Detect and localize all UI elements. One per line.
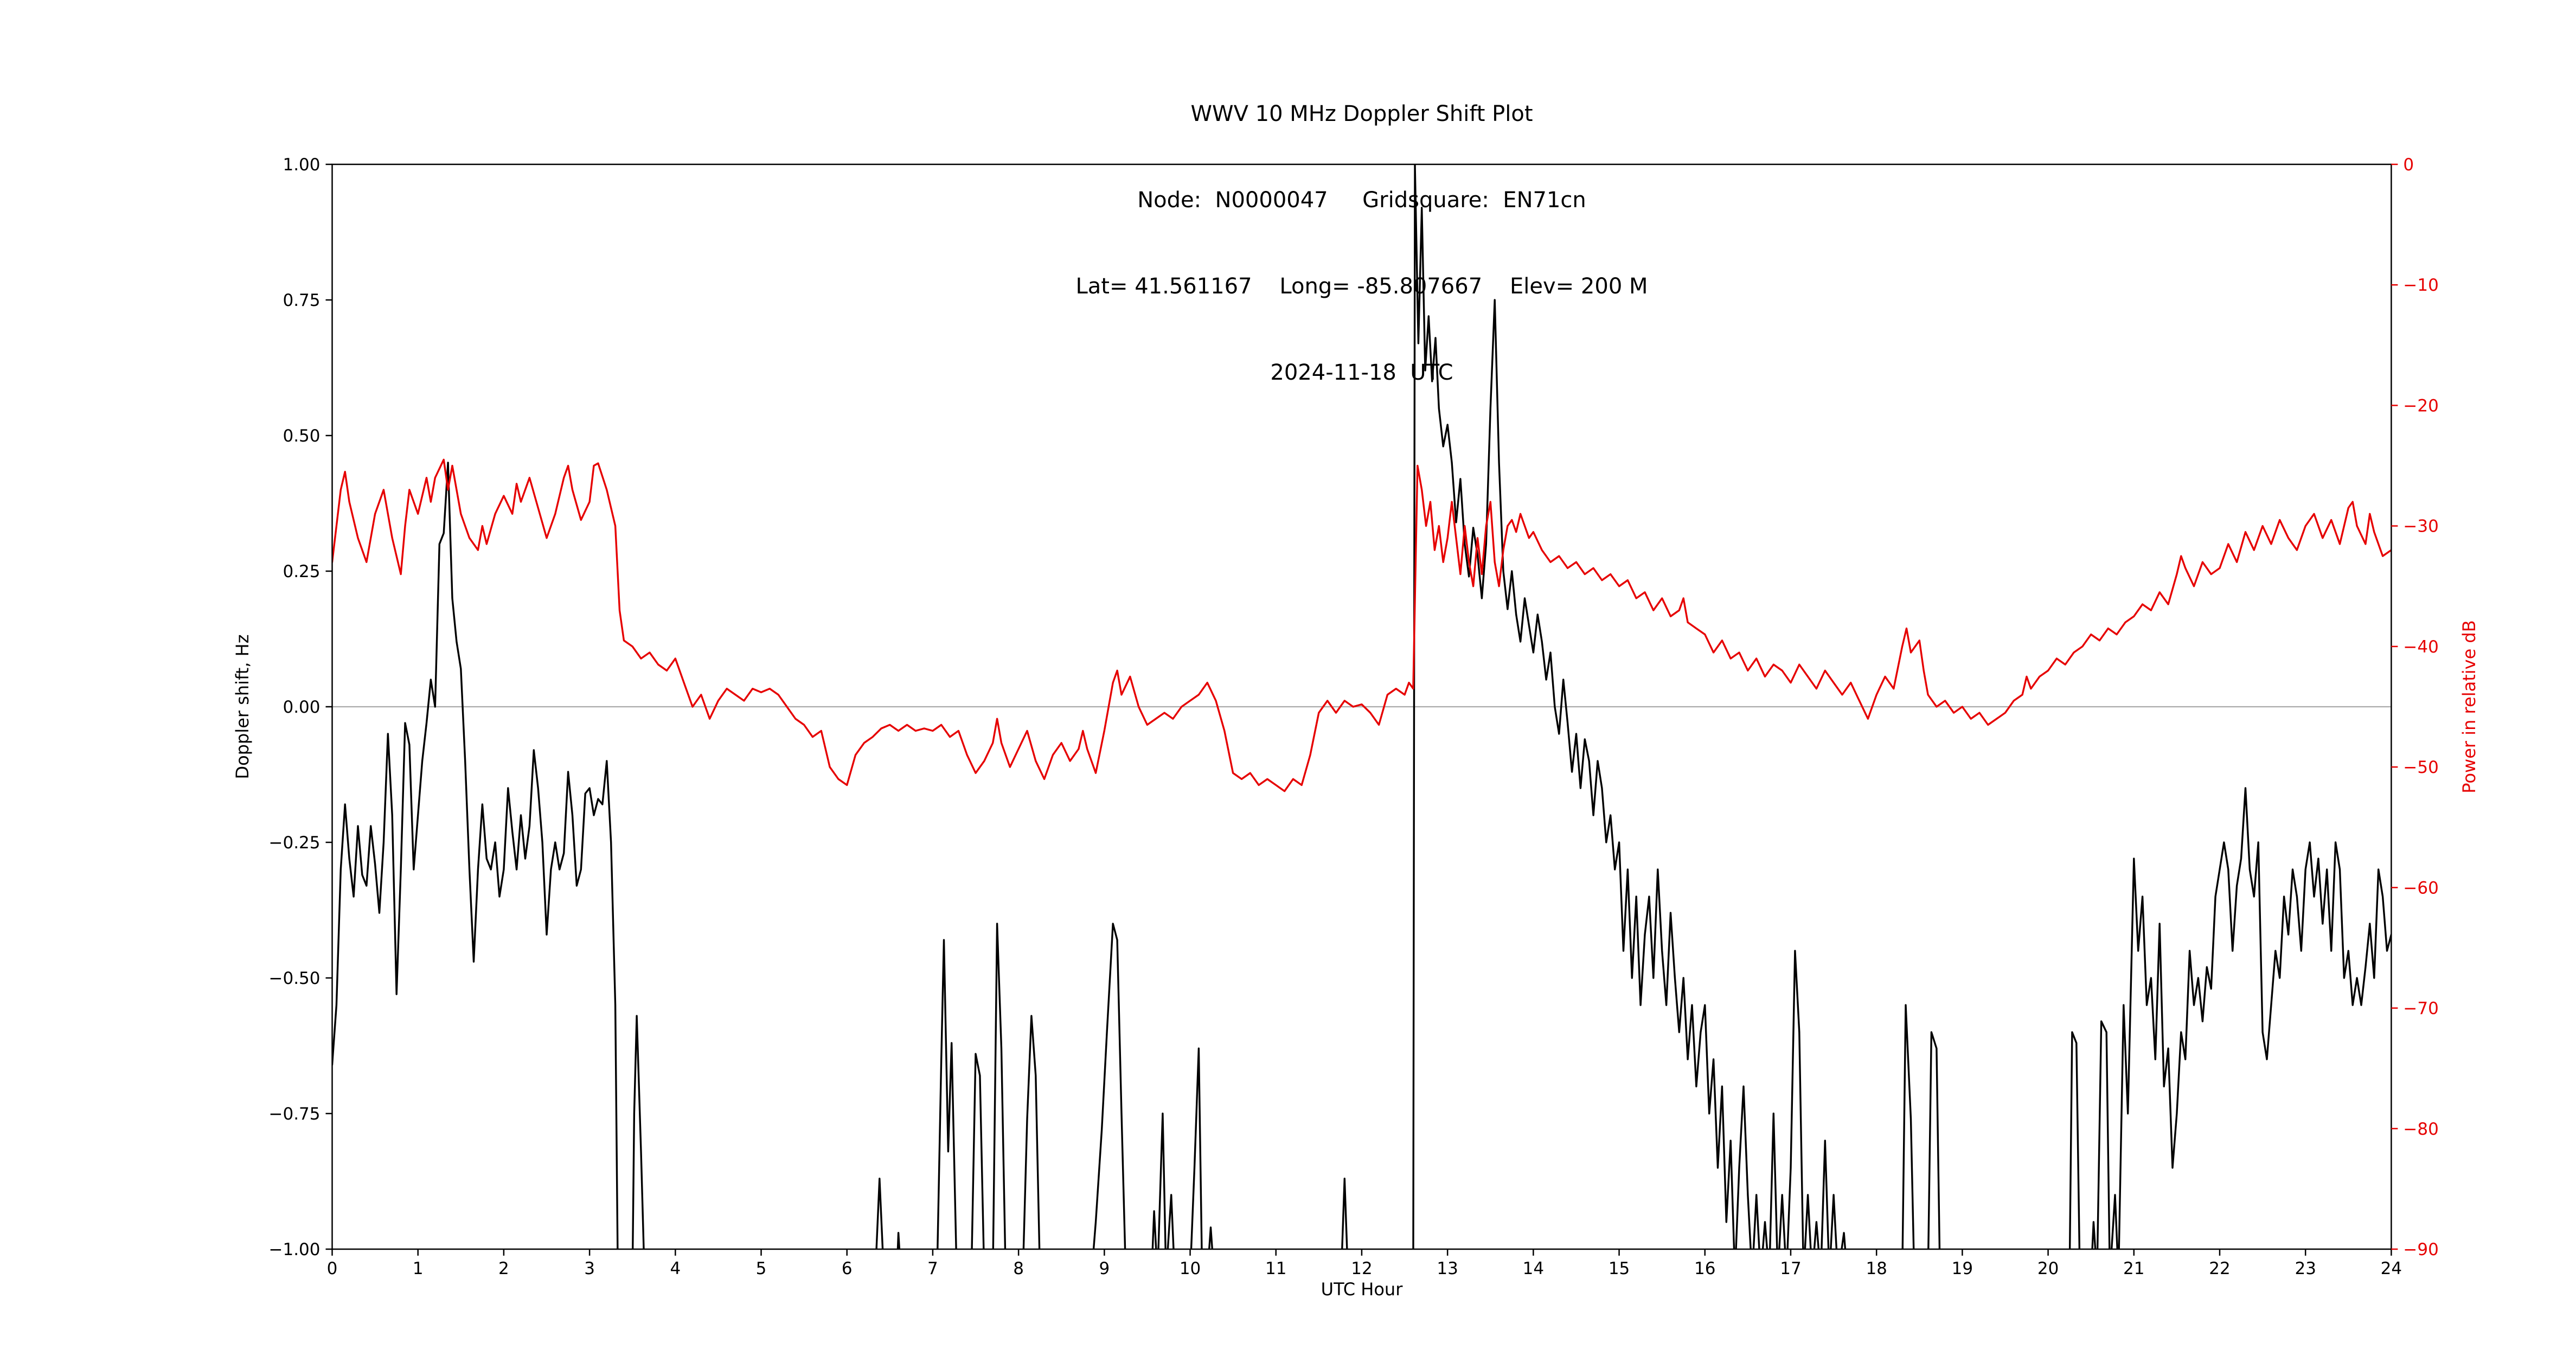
x-tick-label: 4 xyxy=(670,1259,681,1278)
y-right-tick-label: −10 xyxy=(2403,276,2438,295)
x-tick-label: 10 xyxy=(1180,1259,1201,1278)
y-left-tick-label: −0.75 xyxy=(269,1104,321,1124)
y-right-tick-label: −80 xyxy=(2403,1120,2438,1139)
y-left-tick-label: 1.00 xyxy=(283,155,320,175)
y-right-tick-label: −20 xyxy=(2403,396,2438,415)
x-tick-label: 2 xyxy=(498,1259,509,1278)
y-right-tick-label: −40 xyxy=(2403,637,2438,657)
x-tick-label: 12 xyxy=(1351,1259,1372,1278)
x-tick-label: 11 xyxy=(1265,1259,1286,1278)
y-left-tick-label: 0.00 xyxy=(283,698,320,717)
x-tick-label: 7 xyxy=(927,1259,938,1278)
y-left-tick-label: −0.25 xyxy=(269,833,321,853)
x-tick-label: 21 xyxy=(2123,1259,2144,1278)
x-tick-label: 17 xyxy=(1780,1259,1801,1278)
chart-title: WWV 10 MHz Doppler Shift Plot xyxy=(1190,101,1533,126)
x-axis-label: UTC Hour xyxy=(1321,1279,1403,1300)
x-tick-label: 22 xyxy=(2209,1259,2230,1278)
y-right-tick-label: −50 xyxy=(2403,758,2438,777)
x-tick-label: 9 xyxy=(1099,1259,1110,1278)
x-tick-label: 20 xyxy=(2037,1259,2059,1278)
x-tick-label: 8 xyxy=(1013,1259,1024,1278)
power_in_relative_db-line xyxy=(332,458,2392,792)
y-right-tick-label: −60 xyxy=(2403,878,2438,898)
chart-subtitle-node-gridsquare: Node: N0000047 Gridsquare: EN71cn xyxy=(1137,188,1586,213)
x-tick-label: 15 xyxy=(1609,1259,1630,1278)
y-left-tick-label: −0.50 xyxy=(269,969,321,988)
x-tick-label: 1 xyxy=(413,1259,424,1278)
y-left-tick-label: 0.25 xyxy=(283,562,320,581)
x-tick-label: 0 xyxy=(327,1259,338,1278)
y-right-tick-label: −70 xyxy=(2403,999,2438,1019)
y-right-tick-label: −90 xyxy=(2403,1240,2438,1259)
x-tick-label: 13 xyxy=(1437,1259,1458,1278)
y-right-tick-label: −30 xyxy=(2403,517,2438,536)
y-right-tick-label: 0 xyxy=(2403,155,2414,175)
y-left-tick-label: 0.50 xyxy=(283,426,320,446)
x-tick-label: 6 xyxy=(842,1259,853,1278)
x-tick-label: 3 xyxy=(584,1259,595,1278)
x-tick-label: 18 xyxy=(1866,1259,1887,1278)
y-left-tick-label: 0.75 xyxy=(283,291,320,310)
x-tick-label: 14 xyxy=(1523,1259,1544,1278)
x-tick-label: 5 xyxy=(756,1259,767,1278)
x-tick-label: 19 xyxy=(1952,1259,1973,1278)
doppler_shift_hz-line xyxy=(332,164,2392,1249)
x-tick-label: 23 xyxy=(2295,1259,2316,1278)
x-tick-label: 24 xyxy=(2381,1259,2402,1278)
y-left-tick-label: −1.00 xyxy=(269,1240,321,1259)
x-tick-label: 16 xyxy=(1694,1259,1715,1278)
